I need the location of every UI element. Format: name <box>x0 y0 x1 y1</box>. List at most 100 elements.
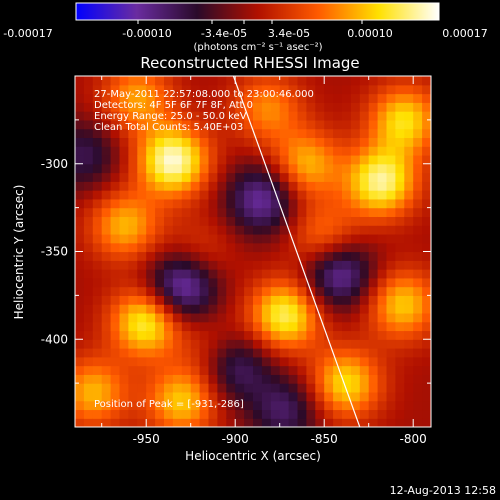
heatmap-cell <box>83 260 94 270</box>
heatmap-cell <box>181 163 192 174</box>
heatmap-cell <box>333 400 343 411</box>
heatmap-cell <box>181 119 192 130</box>
heatmap-cell <box>333 391 343 402</box>
heatmap-cell <box>315 233 325 244</box>
heatmap-cell <box>101 111 112 121</box>
heatmap-cell <box>164 163 174 174</box>
heatmap-cell <box>422 409 431 419</box>
heatmap-cell <box>342 312 352 323</box>
heatmap-cell <box>342 383 352 393</box>
heatmap-cell <box>342 119 352 130</box>
heatmap-cell <box>83 207 94 218</box>
heatmap-cell <box>324 216 334 226</box>
heatmap-cell <box>75 207 85 218</box>
heatmap-cell <box>324 93 334 103</box>
heatmap-cell <box>324 277 334 288</box>
heatmap-cell <box>164 102 174 112</box>
heatmap-cell <box>279 84 290 95</box>
heatmap-cell <box>235 207 245 218</box>
heatmap-cell <box>172 251 183 261</box>
heatmap-cell <box>422 356 431 367</box>
heatmap-cell <box>83 365 94 375</box>
heatmap-cell <box>324 348 334 358</box>
heatmap-cell <box>119 330 129 340</box>
heatmap-cell <box>75 374 85 384</box>
heatmap-cell <box>253 286 263 296</box>
heatmap-cell <box>333 321 343 332</box>
heatmap-cell <box>386 137 396 147</box>
heatmap-cell <box>101 207 112 218</box>
heatmap-cell <box>413 198 423 209</box>
heatmap-cell <box>422 163 431 174</box>
heatmap-cell <box>377 93 388 103</box>
heatmap-cell <box>342 356 352 367</box>
heatmap-cell <box>217 304 227 314</box>
heatmap-cell <box>75 304 85 314</box>
heatmap-cell <box>244 172 254 182</box>
heatmap-cell <box>342 374 352 384</box>
heatmap-cell <box>342 146 352 156</box>
heatmap-cell <box>377 321 388 332</box>
heatmap-cell <box>199 119 210 130</box>
heatmap-cell <box>261 348 272 358</box>
heatmap-cell <box>235 102 245 112</box>
heatmap-cell <box>190 225 201 235</box>
heatmap-cell <box>270 181 281 191</box>
heatmap-cell <box>155 260 165 270</box>
heatmap-cell <box>350 277 361 288</box>
heatmap-cell <box>413 348 423 358</box>
heatmap-cell <box>155 312 165 323</box>
heatmap-cell <box>288 198 299 209</box>
heatmap-cell <box>333 198 343 209</box>
heatmap-cell <box>270 339 281 349</box>
heatmap-cell <box>422 93 431 103</box>
heatmap-cell <box>128 181 138 191</box>
heatmap-cell <box>297 102 307 112</box>
heatmap-cell <box>342 216 352 226</box>
heatmap-cell <box>315 251 325 261</box>
heatmap-cell <box>350 128 361 139</box>
heatmap-cell <box>101 304 112 314</box>
heatmap-cell <box>342 400 352 411</box>
heatmap-cell <box>181 128 192 139</box>
heatmap-cell <box>83 76 94 86</box>
heatmap-cell <box>172 128 183 139</box>
heatmap-cell <box>110 233 121 244</box>
heatmap-cell <box>297 339 307 349</box>
y-tick-label: -400 <box>41 332 68 346</box>
heatmap-cell <box>368 339 379 349</box>
heatmap-cell <box>297 233 307 244</box>
heatmap-cell <box>350 190 361 200</box>
heatmap-cell <box>413 295 423 305</box>
heatmap-cell <box>395 400 405 411</box>
heatmap-cell <box>270 269 281 279</box>
heatmap-cell <box>270 154 281 165</box>
heatmap-cell <box>288 163 299 174</box>
heatmap-cell <box>404 225 414 235</box>
heatmap-cell <box>190 190 201 200</box>
heatmap-cell <box>315 190 325 200</box>
heatmap-cell <box>155 242 165 253</box>
heatmap-cell <box>110 172 121 182</box>
heatmap-cell <box>181 295 192 305</box>
heatmap-cell <box>244 93 254 103</box>
heatmap-cell <box>359 365 370 375</box>
heatmap-cell <box>253 154 263 165</box>
heatmap-cell <box>350 207 361 218</box>
heatmap-cell <box>101 383 112 393</box>
heatmap-cell <box>386 269 396 279</box>
heatmap-cell <box>342 111 352 121</box>
heatmap-cell <box>164 312 174 323</box>
heatmap-cell <box>119 163 129 174</box>
heatmap-cell <box>110 321 121 332</box>
heatmap-cell <box>422 391 431 402</box>
heatmap-cell <box>342 233 352 244</box>
heatmap-cell <box>368 137 379 147</box>
heatmap-cell <box>350 102 361 112</box>
heatmap-cell <box>253 383 263 393</box>
heatmap-cell <box>155 348 165 358</box>
heatmap-cell <box>164 348 174 358</box>
heatmap-cell <box>155 400 165 411</box>
heatmap-cell <box>92 102 103 112</box>
heatmap-cell <box>199 146 210 156</box>
